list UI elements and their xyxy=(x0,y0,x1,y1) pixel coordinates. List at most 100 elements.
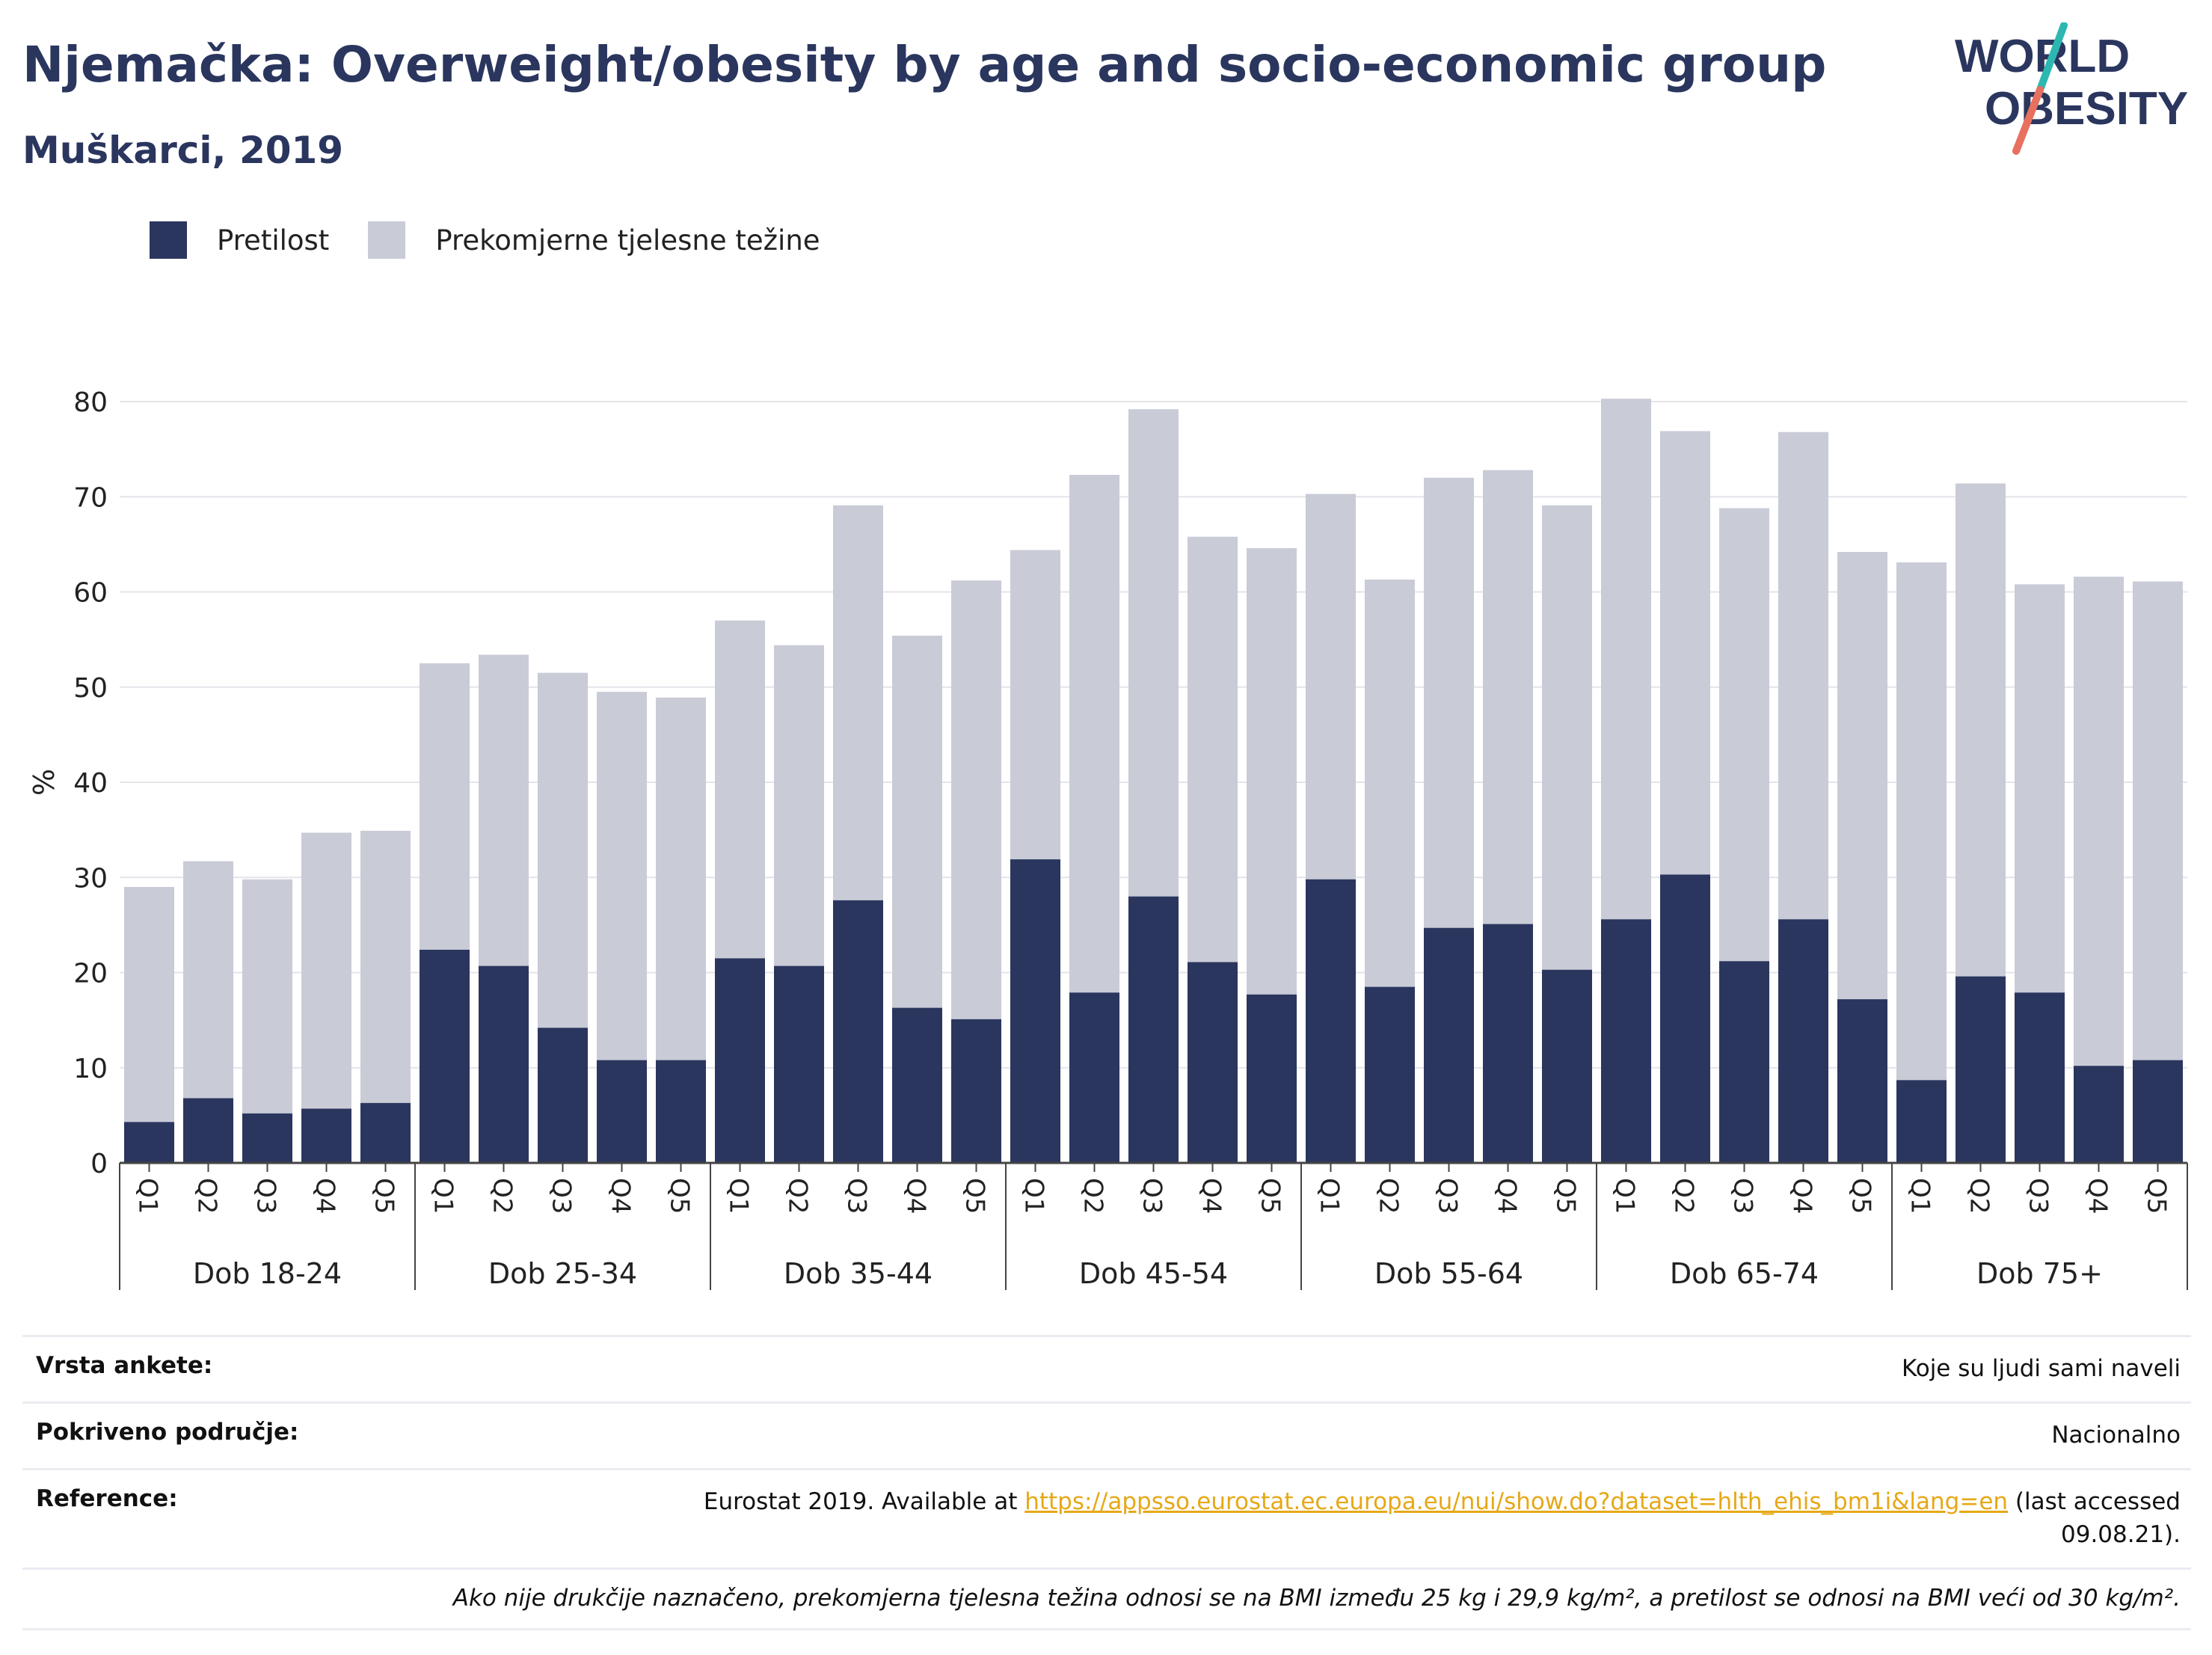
x-tick-label: Q1 xyxy=(133,1178,163,1214)
bar-obesity xyxy=(360,1102,411,1163)
x-tick-label: Q5 xyxy=(1256,1178,1285,1214)
chart-subtitle: Muškarci, 2019 xyxy=(22,129,344,172)
x-tick-label: Q3 xyxy=(842,1178,872,1214)
world-obesity-logo[interactable]: WORLD OBESITY xyxy=(1952,22,2199,157)
x-tick-label: Q1 xyxy=(1315,1178,1345,1214)
reference-label: Reference: xyxy=(36,1485,178,1512)
x-tick-label: Q3 xyxy=(547,1178,577,1214)
y-tick-label: 40 xyxy=(73,768,108,799)
bar-overweight xyxy=(1660,431,1710,875)
bar-obesity xyxy=(1542,969,1592,1163)
bar-overweight xyxy=(420,663,470,950)
x-tick-label: Q1 xyxy=(1019,1178,1049,1214)
x-tick-label: Q2 xyxy=(192,1178,222,1214)
reference-link[interactable]: https://appsso.eurostat.ec.europa.eu/nui… xyxy=(1024,1488,2009,1515)
bar-overweight xyxy=(892,636,942,1008)
bar-overweight xyxy=(1424,477,1474,928)
y-tick-label: 70 xyxy=(73,482,108,513)
reference-prefix: Eurostat 2019. Available at xyxy=(703,1488,1025,1515)
bar-overweight xyxy=(1365,579,1415,987)
bar-obesity xyxy=(538,1028,588,1163)
bar-obesity xyxy=(951,1019,1001,1163)
bar-obesity xyxy=(597,1060,647,1163)
reference-value: Eurostat 2019. Available at https://apps… xyxy=(648,1485,2181,1551)
coverage-row: Pokriveno područje: Nacionalno xyxy=(22,1401,2191,1468)
x-tick-label: Q2 xyxy=(1669,1178,1699,1214)
bar-overweight xyxy=(833,505,883,900)
x-tick-label: Q5 xyxy=(2142,1178,2172,1214)
legend-item-overweight[interactable]: Prekomjerne tjelesne težine xyxy=(368,221,820,259)
y-tick-label: 30 xyxy=(73,863,108,894)
bar-overweight xyxy=(1128,409,1179,897)
x-tick-label: Q2 xyxy=(488,1178,517,1214)
bar-obesity xyxy=(656,1060,706,1163)
bar-obesity xyxy=(1128,896,1179,1163)
reference-suffix: (last accessed 09.08.21). xyxy=(2008,1488,2181,1548)
bar-overweight xyxy=(2133,581,2183,1060)
survey-type-row: Vrsta ankete: Koje su ljudi sami naveli xyxy=(22,1335,2191,1401)
x-tick-label: Q4 xyxy=(1196,1178,1226,1214)
bar-overweight xyxy=(774,645,824,966)
bar-overweight xyxy=(1188,536,1238,962)
bar-overweight xyxy=(183,861,233,1099)
bar-overweight xyxy=(656,697,706,1060)
x-tick-label: Q4 xyxy=(606,1178,636,1214)
y-tick-label: 60 xyxy=(73,578,108,609)
logo-slash-coral xyxy=(2012,86,2044,155)
legend-label-overweight: Prekomjerne tjelesne težine xyxy=(435,224,820,257)
x-tick-label: Q2 xyxy=(1374,1178,1404,1214)
bar-overweight xyxy=(597,692,647,1060)
bar-overweight xyxy=(301,832,351,1109)
bar-overweight xyxy=(715,620,765,959)
bar-obesity xyxy=(892,1007,942,1163)
legend-swatch-overweight xyxy=(368,221,406,259)
bar-obesity xyxy=(2015,992,2065,1163)
x-tick-label: Q3 xyxy=(1728,1178,1758,1214)
x-tick-label: Q2 xyxy=(1964,1178,1994,1214)
legend-swatch-obesity xyxy=(150,221,187,259)
bar-obesity xyxy=(1365,986,1415,1163)
x-tick-label: Q1 xyxy=(428,1178,458,1214)
bar-obesity xyxy=(2074,1066,2124,1163)
bar-overweight xyxy=(1837,552,1887,1000)
bar-obesity xyxy=(124,1122,174,1163)
y-axis-label: % xyxy=(28,769,61,796)
stacked-bar-chart: 0 10 20 30 40 50 60 70 80% Q1 Q2 Q3 Q4 Q5 Dob 18-24 Q1 Q… xyxy=(28,387,2188,1290)
bar-obesity xyxy=(2133,1060,2183,1163)
bar-obesity xyxy=(242,1113,292,1163)
x-tick-label: Q3 xyxy=(1433,1178,1463,1214)
x-tick-label: Q5 xyxy=(665,1178,695,1214)
y-tick-label: 80 xyxy=(73,387,108,418)
bar-obesity xyxy=(1247,994,1297,1163)
bar-obesity xyxy=(1483,924,1533,1163)
x-tick-label: Q2 xyxy=(783,1178,813,1214)
bar-obesity xyxy=(1837,999,1887,1163)
bar-overweight xyxy=(951,580,1001,1019)
bar-obesity xyxy=(1306,879,1356,1163)
x-tick-label: Q1 xyxy=(1905,1178,1935,1214)
x-tick-label: Q1 xyxy=(1610,1178,1640,1214)
bar-obesity xyxy=(1424,927,1474,1163)
bar-obesity xyxy=(833,900,883,1163)
bar-overweight xyxy=(1542,505,1592,970)
y-tick-label: 50 xyxy=(73,673,108,704)
group-label: Dob 25-34 xyxy=(488,1257,637,1290)
x-tick-label: Q3 xyxy=(251,1178,281,1214)
bar-overweight xyxy=(1956,483,2006,977)
bar-obesity xyxy=(1010,859,1060,1163)
x-tick-label: Q1 xyxy=(724,1178,754,1214)
chart-legend: Pretilost Prekomjerne tjelesne težine xyxy=(150,221,859,259)
y-tick-label: 10 xyxy=(73,1054,108,1084)
bar-obesity xyxy=(774,965,824,1163)
bar-overweight xyxy=(479,654,529,966)
bar-obesity xyxy=(1896,1080,1947,1163)
logo-word-obesity: OBESITY xyxy=(1985,83,2188,135)
bar-overweight xyxy=(1483,470,1533,924)
bar-obesity xyxy=(1956,976,2006,1163)
group-label: Dob 35-44 xyxy=(784,1257,933,1290)
x-tick-label: Q4 xyxy=(901,1178,931,1214)
legend-item-obesity[interactable]: Pretilost xyxy=(150,221,329,259)
x-tick-label: Q4 xyxy=(1492,1178,1522,1214)
bar-overweight xyxy=(2074,577,2124,1066)
group-label: Dob 45-54 xyxy=(1079,1257,1228,1290)
